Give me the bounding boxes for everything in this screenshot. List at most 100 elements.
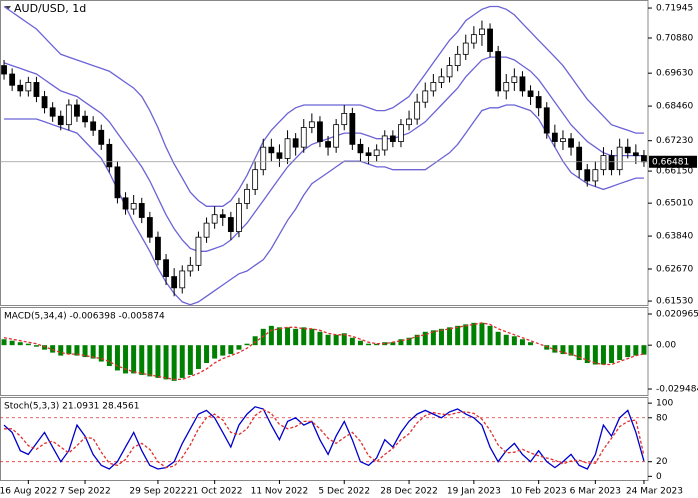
macd-bar [106, 345, 112, 366]
macd-bar [317, 331, 323, 346]
candle-body [560, 138, 566, 142]
macd-bar [114, 345, 120, 371]
macd-bar [519, 339, 525, 346]
candle-body [98, 129, 105, 145]
macd-bar [325, 334, 331, 346]
x-tick-label: 11 Nov 2022 [251, 487, 309, 497]
x-tick-label: 10 Feb 2023 [511, 487, 567, 497]
macd-bar [560, 345, 566, 355]
candle-body [414, 101, 421, 120]
symbol-icon [5, 6, 11, 10]
macd-bar [341, 333, 347, 346]
macd-bar [609, 345, 615, 364]
candle-body [446, 65, 453, 78]
candle-body [82, 115, 88, 123]
macd-bar [625, 345, 631, 358]
y-tick-label: 0.020965 [656, 310, 698, 320]
candle-body [292, 138, 299, 148]
candle-body [317, 121, 323, 142]
x-tick-label: 16 Aug 2022 [0, 487, 57, 497]
candle-body [641, 155, 647, 163]
macd-bar [592, 345, 598, 365]
macd-bar [617, 345, 623, 361]
x-tick-label: 21 Oct 2022 [187, 487, 243, 497]
candle-body [511, 76, 518, 83]
panel-title: Stoch(5,3,3) 21.0931 28.4561 [4, 402, 139, 412]
candle-body [9, 73, 16, 86]
candle-body [357, 143, 364, 154]
candle-body [90, 121, 97, 131]
y-tick-label: 0.70880 [656, 34, 693, 44]
macd-bar [171, 345, 177, 381]
candle-body [146, 217, 153, 238]
y-tick-label: 0.65010 [656, 199, 693, 209]
candle-body [616, 146, 623, 171]
candle-body [211, 214, 218, 224]
stoch-panel-frame [0, 397, 649, 481]
macd-bar [212, 345, 218, 359]
candle-body [584, 169, 591, 182]
macd-bar [455, 325, 461, 346]
macd-bar [390, 342, 396, 346]
y-tick-label: 0.61530 [656, 297, 693, 307]
macd-bar [244, 343, 250, 346]
x-tick-label: 28 Dec 2022 [380, 487, 438, 497]
macd-bar [1, 339, 7, 346]
macd-bar [9, 340, 15, 346]
bollinger-middle [3, 56, 644, 252]
x-tick-label: 7 Sep 2022 [59, 487, 110, 497]
macd-bar [25, 343, 31, 346]
candle-body [236, 203, 242, 232]
candle-body [543, 107, 550, 134]
bollinger-upper [3, 5, 644, 207]
macd-signal [3, 322, 645, 381]
macd-bar [179, 345, 185, 378]
y-tick-label: 0.63840 [656, 232, 693, 242]
y-tick-label: 20 [656, 457, 668, 467]
candle-body [17, 84, 24, 92]
candle-body [608, 155, 615, 171]
x-tick-label: 5 Dec 2022 [318, 487, 370, 497]
macd-bar [463, 324, 469, 346]
macd-bar [155, 345, 161, 378]
macd-bar [228, 345, 234, 355]
macd-bar [584, 345, 590, 364]
panel-title: MACD(5,34,4) -0.006398 -0.005874 [4, 312, 165, 322]
macd-bar [187, 345, 193, 375]
macd-bar [544, 345, 550, 350]
y-tick-label: 80 [656, 413, 668, 423]
x-tick-label: 6 Mar 2023 [570, 487, 621, 497]
macd-bar [414, 334, 420, 346]
candle-body [430, 82, 437, 92]
candle-body [219, 214, 226, 218]
macd-bar [406, 337, 412, 346]
y-tick-label: 0.00 [656, 341, 676, 351]
bollinger-lower [4, 104, 644, 306]
candle-body [592, 169, 599, 182]
candle-body [244, 188, 250, 204]
candle-body [260, 146, 267, 171]
macd-bar [366, 343, 372, 346]
candle-body [57, 115, 64, 126]
candle-body [268, 146, 275, 154]
macd-bar [447, 327, 453, 346]
candle-body [138, 203, 145, 218]
macd-bar [293, 328, 299, 346]
last-price-label: 0.66481 [652, 157, 689, 167]
y-tick-label: 100 [656, 399, 673, 409]
candle-body [284, 138, 291, 159]
y-tick-label: 0.71945 [656, 4, 693, 14]
macd-bar [139, 345, 145, 375]
y-tick-label: 0.69630 [656, 69, 693, 79]
candle-body [325, 141, 331, 148]
x-tick-label: 29 Sep 2022 [129, 487, 186, 497]
macd-bar [147, 345, 153, 377]
candle-body [365, 152, 372, 157]
macd-bar [90, 345, 96, 359]
macd-bar [511, 336, 517, 346]
macd-bar [268, 325, 274, 346]
candle-body [341, 113, 348, 126]
y-tick-label: 0.62670 [656, 264, 693, 274]
candle-body [155, 236, 161, 261]
